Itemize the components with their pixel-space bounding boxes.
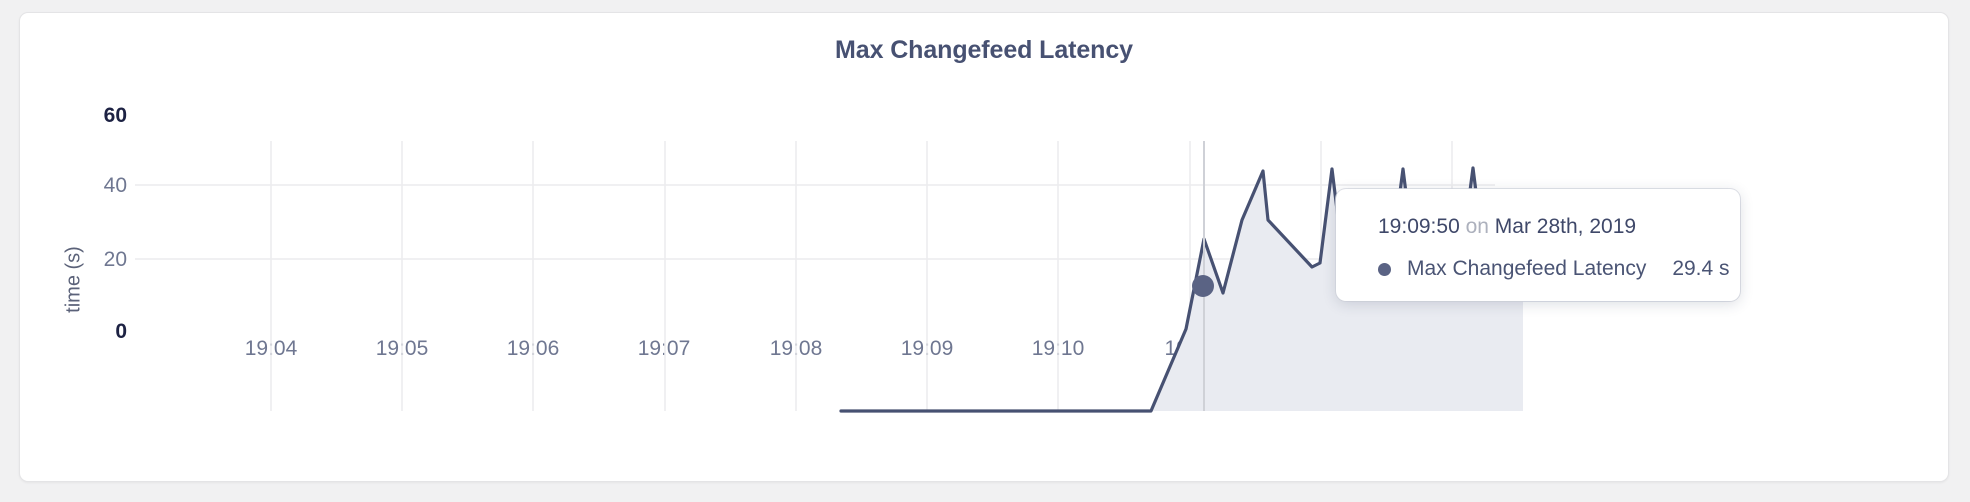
x-tick-label-1907: 19:07 — [637, 337, 691, 360]
page-title: Max Changefeed Latency — [835, 36, 1133, 64]
tooltip-on-word: on — [1465, 215, 1489, 238]
tooltip-series-row: Max Changefeed Latency 29.4 s — [1336, 239, 1740, 281]
hover-point-marker — [1192, 275, 1214, 297]
y-tick-label-0: 0 — [115, 320, 127, 343]
series-color-dot-icon — [1378, 262, 1391, 276]
tooltip-series-name: Max Changefeed Latency — [1407, 257, 1647, 280]
tooltip-time: 19:09:50 — [1378, 215, 1460, 238]
y-tick-label-20: 20 — [103, 248, 127, 271]
tooltip-series-value: 29.4 s — [1672, 257, 1730, 280]
tooltip-date: Mar 28th, 2019 — [1494, 215, 1637, 238]
chart-plot-area: time (s) 60 40 20 0 19:04 19:05 19:06 19… — [20, 13, 1950, 483]
series-area-fill — [841, 168, 1523, 411]
chart-tooltip: 19:09:50 on Mar 28th, 2019 Max Changefee… — [1336, 189, 1740, 301]
tooltip-header: 19:09:50 on Mar 28th, 2019 — [1336, 207, 1740, 239]
chart-svg — [135, 141, 1525, 413]
y-tick-label-40: 40 — [103, 174, 127, 197]
y-tick-label-60: 60 — [103, 104, 127, 127]
chart-card: Max Changefeed Latency time (s) 60 40 20… — [19, 12, 1949, 482]
